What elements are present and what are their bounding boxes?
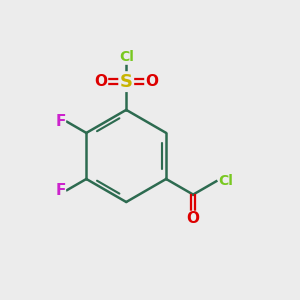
Text: O: O (187, 212, 200, 226)
Text: Cl: Cl (119, 50, 134, 64)
Text: Cl: Cl (219, 174, 234, 188)
Text: S: S (120, 73, 133, 91)
Text: F: F (55, 183, 65, 198)
Text: F: F (55, 114, 65, 129)
Text: O: O (94, 74, 107, 89)
Text: O: O (145, 74, 158, 89)
